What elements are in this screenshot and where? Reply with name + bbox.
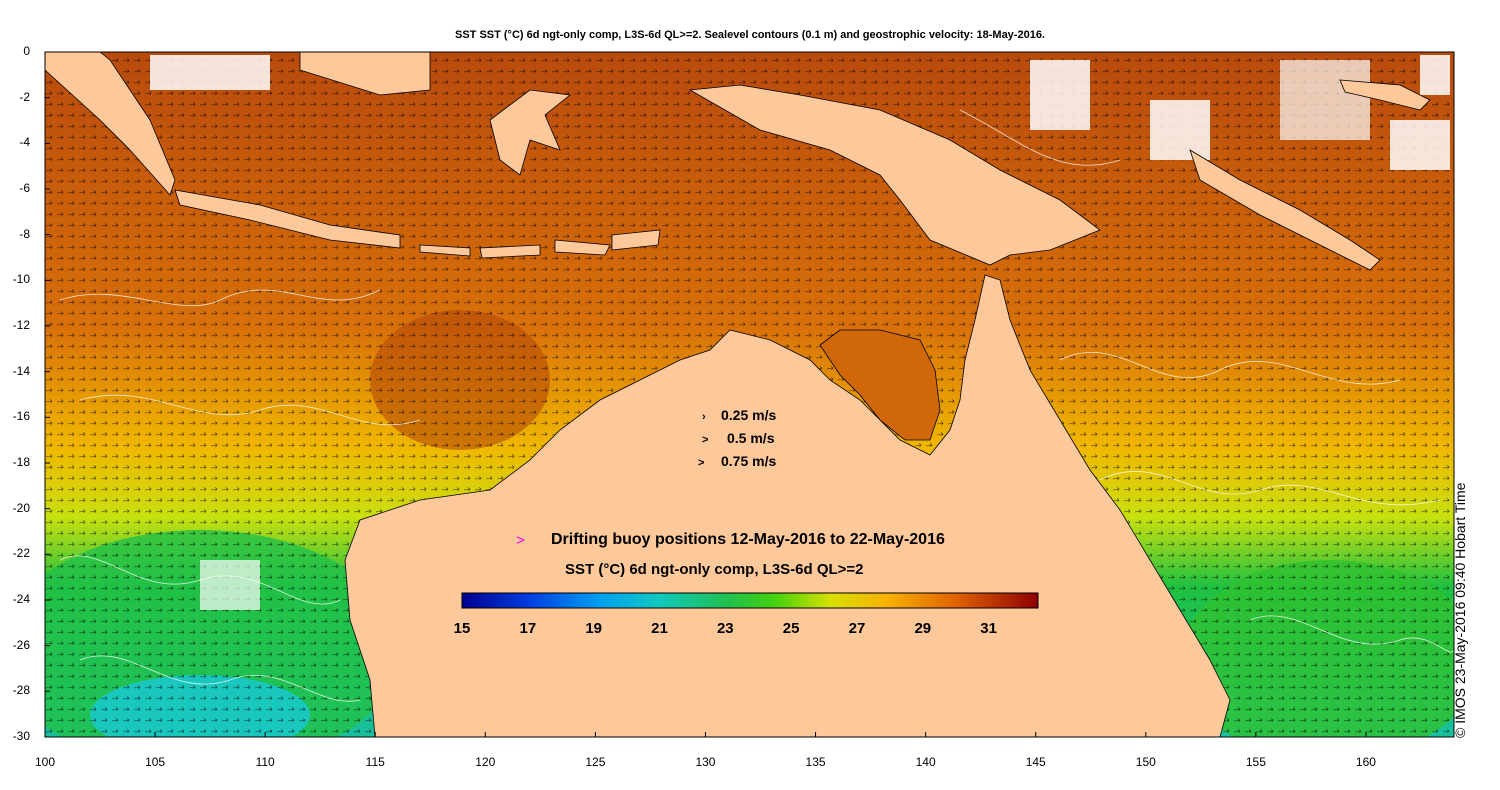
y-tick-label: -6 (19, 181, 30, 195)
y-tick-label: -10 (12, 272, 30, 287)
x-tick-label: 135 (805, 755, 826, 769)
colorbar-tick-label: 31 (980, 620, 997, 637)
colorbar-tick-label: 25 (782, 620, 800, 637)
y-tick-label: -8 (19, 226, 30, 241)
colorbar-tick-label: 15 (453, 620, 471, 637)
vector-label-050: 0.5 m/s (727, 430, 775, 446)
x-tick-label: 145 (1025, 755, 1046, 769)
x-tick-label: 100 (34, 755, 56, 769)
y-tick-label: -28 (12, 683, 30, 698)
x-tick-label: 140 (915, 755, 936, 769)
buoy-marker-icon: > (516, 532, 525, 549)
x-tick-label: 120 (475, 755, 496, 769)
x-tick-label: 115 (365, 755, 385, 769)
y-tick-label: -14 (12, 363, 30, 378)
credit-text: © IMOS 23-May-2016 09:40 Hobart Time (1452, 482, 1468, 738)
figure-title: SST SST (°C) 6d ngt-only comp, L3S-6d QL… (455, 29, 1045, 41)
colorbar-tick-label: 27 (848, 620, 866, 637)
x-tick-label: 125 (585, 755, 606, 769)
land (44, 51, 1431, 738)
x-tick-label: 160 (1355, 755, 1376, 769)
colorbar-tick-label: 23 (716, 620, 734, 637)
colorbar-tick-label: 21 (651, 620, 668, 637)
x-tick-label: 155 (1245, 755, 1266, 769)
colorbar-title: SST (°C) 6d ngt-only comp, L3S-6d QL>=2 (565, 561, 864, 578)
sealevel-contours (59, 109, 1455, 702)
axis-ticks (44, 51, 1367, 738)
colorbar-tick-label: 19 (585, 620, 602, 637)
vector-glyph-medium: > (702, 434, 709, 446)
plot-frame (44, 51, 1455, 738)
x-tick-label: 110 (255, 755, 275, 769)
y-tick-label: -22 (12, 546, 30, 561)
y-tick-label: -24 (12, 592, 30, 606)
colorbar-tick-label: 29 (914, 620, 932, 637)
y-tick-label: -20 (12, 500, 30, 515)
y-tick-label: -30 (12, 729, 30, 743)
vector-label-025: 0.25 m/s (721, 407, 777, 423)
y-tick-label: -2 (19, 89, 30, 104)
missing-data (150, 55, 1450, 610)
y-tick-label: -16 (12, 409, 30, 424)
y-tick-label: -4 (19, 135, 30, 150)
colorbar-tick-label: 17 (519, 620, 537, 637)
x-tick-label: 130 (695, 755, 716, 769)
buoy-legend-text: Drifting buoy positions 12-May-2016 to 2… (551, 531, 945, 548)
y-tick-label: -26 (12, 637, 30, 652)
y-tick-label: -18 (12, 455, 30, 469)
vector-glyph-large: > (698, 457, 705, 469)
vector-glyph-small: › (702, 411, 706, 423)
x-tick-label: 105 (145, 755, 166, 769)
colorbar (461, 592, 1039, 609)
y-tick-label: 0 (23, 44, 30, 58)
vector-label-075: 0.75 m/s (721, 453, 777, 469)
x-tick-label: 150 (1135, 755, 1156, 769)
y-tick-label: -12 (12, 318, 30, 332)
